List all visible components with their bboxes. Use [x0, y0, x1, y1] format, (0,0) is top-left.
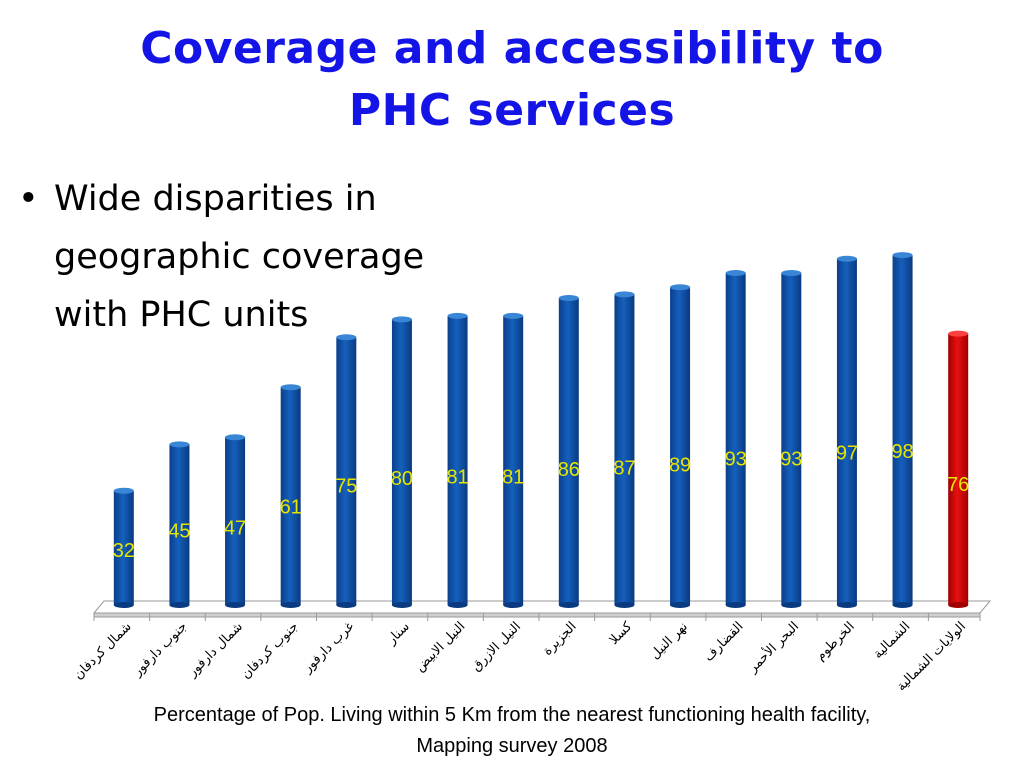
bar-highlight: [948, 333, 969, 605]
bar-base: [670, 602, 691, 608]
bar-base: [113, 602, 134, 608]
data-label: 93: [725, 449, 747, 471]
bar: [169, 444, 190, 605]
bar-base: [391, 602, 412, 608]
bar: [447, 315, 468, 605]
data-label: 98: [891, 441, 913, 463]
category-label: شمال دارفور: [184, 619, 245, 680]
data-label: 97: [836, 443, 858, 465]
bar-cap: [836, 255, 857, 262]
data-label: 61: [280, 497, 302, 519]
category-label: شمال كردفان: [71, 619, 135, 683]
bar: [670, 287, 691, 605]
bullet-text: Wide disparities in geographic coverage …: [54, 179, 425, 335]
bar-cap: [225, 434, 246, 441]
data-label: 86: [558, 459, 580, 481]
category-label: القضارف: [701, 619, 746, 664]
title-line-1: Coverage and accessibility to: [140, 23, 884, 74]
chart-caption: Percentage of Pop. Living within 5 Km fr…: [0, 700, 1024, 762]
data-label: 81: [446, 467, 468, 489]
bar-cap: [948, 330, 969, 337]
bullet-item: • Wide disparities in geographic coverag…: [18, 170, 458, 344]
caption-line-2: Mapping survey 2008: [416, 735, 608, 757]
bar-base: [836, 602, 857, 608]
bar-cap: [614, 291, 635, 298]
caption-line-1: Percentage of Pop. Living within 5 Km fr…: [153, 704, 871, 726]
bar: [280, 387, 301, 605]
category-label: غرب دارفور: [300, 619, 358, 677]
bar: [391, 319, 412, 605]
bar: [614, 294, 635, 605]
bar-cap: [670, 284, 691, 291]
category-label: الشمالية: [871, 619, 914, 662]
bar-base: [225, 602, 246, 608]
data-label: 47: [224, 518, 246, 540]
bar-cap: [391, 316, 412, 323]
bar-base: [892, 602, 913, 608]
bar: [725, 272, 746, 605]
category-label: النيل الازرق: [469, 619, 524, 674]
category-label: سنار: [384, 619, 413, 648]
category-label: كسلا: [607, 619, 636, 648]
bar-base: [614, 602, 635, 608]
bullet-list: • Wide disparities in geographic coverag…: [18, 170, 458, 344]
bar-base: [169, 602, 190, 608]
bar-base: [447, 602, 468, 608]
bar-cap: [280, 384, 301, 391]
bar-cap: [336, 334, 357, 341]
data-label: 75: [335, 476, 357, 498]
category-label: النيل الابيض: [413, 619, 469, 675]
bar: [558, 297, 579, 605]
category-label: الخرطوم: [813, 619, 858, 664]
bar: [781, 272, 802, 605]
data-label: 81: [502, 467, 524, 489]
data-label: 32: [113, 540, 135, 562]
category-label: الجزيرة: [540, 619, 579, 658]
data-label: 76: [947, 474, 969, 496]
category-label: جنوب دارفور: [129, 619, 190, 680]
slide-title: Coverage and accessibility to PHC servic…: [40, 18, 984, 142]
bar: [113, 490, 134, 605]
bar-cap: [781, 269, 802, 276]
category-label: البحر الأحمر: [743, 618, 802, 677]
bar-base: [725, 602, 746, 608]
bar-base: [503, 602, 524, 608]
bullet-dot-icon: •: [18, 179, 39, 219]
data-label: 87: [613, 458, 635, 480]
bar: [836, 258, 857, 605]
bar-base: [336, 602, 357, 608]
data-label: 89: [669, 455, 691, 477]
bar-base: [280, 602, 301, 608]
data-label: 80: [391, 468, 413, 490]
bar-cap: [447, 312, 468, 319]
bar-cap: [725, 269, 746, 276]
data-label: 93: [780, 449, 802, 471]
bar-cap: [558, 294, 579, 301]
bar: [225, 437, 246, 605]
bar: [503, 315, 524, 605]
category-label: جنوب كردفان: [239, 619, 302, 682]
chart-floor-edge: [93, 612, 981, 618]
bar: [892, 255, 913, 605]
category-label: نهر النيل: [648, 619, 691, 662]
bar-cap: [892, 252, 913, 259]
bar-base: [948, 602, 969, 608]
bar-cap: [503, 312, 524, 319]
bar-cap: [169, 441, 190, 448]
bar-cap: [113, 487, 134, 494]
bar-base: [781, 602, 802, 608]
bar: [336, 337, 357, 605]
bar-base: [558, 602, 579, 608]
data-label: 45: [168, 521, 190, 543]
title-line-2: PHC services: [348, 85, 676, 136]
